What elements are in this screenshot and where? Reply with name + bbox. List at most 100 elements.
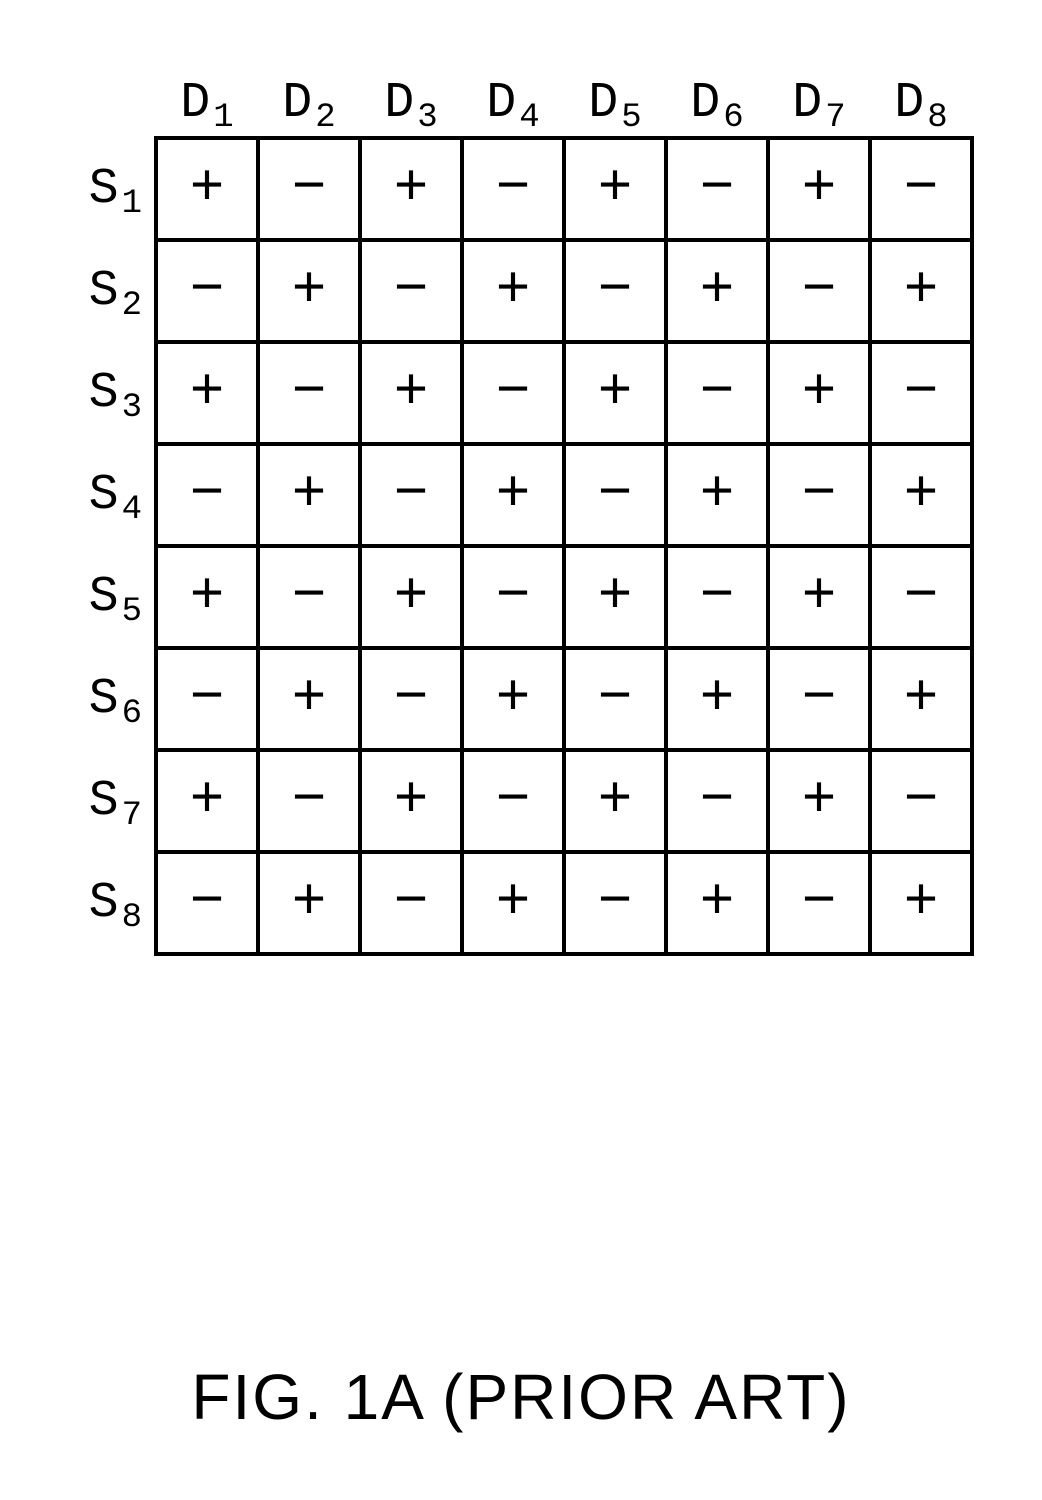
grid-cell: − xyxy=(664,748,770,854)
label-main: D xyxy=(894,75,925,132)
grid-cell: − xyxy=(358,238,464,344)
grid-cell: − xyxy=(868,340,974,446)
grid-cell: + xyxy=(256,442,362,548)
grid-cell: + xyxy=(154,340,260,446)
grid-cell: + xyxy=(154,748,260,854)
grid-corner xyxy=(60,60,156,138)
grid-cell: + xyxy=(664,238,770,344)
grid-cell: − xyxy=(256,748,362,854)
grid-cell: − xyxy=(868,544,974,650)
figure-caption: FIG. 1A (PRIOR ART) xyxy=(0,1360,1042,1434)
grid-cell: + xyxy=(460,646,566,752)
label-subscript: 7 xyxy=(122,797,142,835)
grid-cell: − xyxy=(460,136,566,242)
grid-cell: − xyxy=(766,442,872,548)
label-main: D xyxy=(282,75,313,132)
label-main: D xyxy=(588,75,619,132)
label-subscript: 7 xyxy=(825,99,845,137)
grid-cell: + xyxy=(562,544,668,650)
polarity-grid: D1D2D3D4D5D6D7D8S1+−+−+−+−S2−+−+−+−+S3+−… xyxy=(60,60,980,954)
label-main: D xyxy=(180,75,211,132)
grid-cell: + xyxy=(460,238,566,344)
page: D1D2D3D4D5D6D7D8S1+−+−+−+−S2−+−+−+−+S3+−… xyxy=(0,0,1042,1500)
label-subscript: 8 xyxy=(927,99,947,137)
grid-cell: − xyxy=(154,238,260,344)
grid-cell: + xyxy=(664,646,770,752)
grid-cell: + xyxy=(766,748,872,854)
grid-cell: + xyxy=(358,748,464,854)
grid-cell: + xyxy=(358,136,464,242)
grid-cell: + xyxy=(256,646,362,752)
grid-cell: − xyxy=(562,442,668,548)
label-main: S xyxy=(89,161,120,218)
label-subscript: 4 xyxy=(122,491,142,529)
label-main: S xyxy=(89,875,120,932)
grid-cell: + xyxy=(868,850,974,956)
label-subscript: 2 xyxy=(315,99,335,137)
grid-cell: + xyxy=(562,340,668,446)
label-main: S xyxy=(89,467,120,524)
grid-cell: + xyxy=(256,238,362,344)
grid-cell: + xyxy=(256,850,362,956)
label-main: S xyxy=(89,773,120,830)
grid-cell: + xyxy=(868,646,974,752)
column-header: D8 xyxy=(870,60,972,138)
label-main: S xyxy=(89,365,120,422)
grid-cell: + xyxy=(154,544,260,650)
column-header: D2 xyxy=(258,60,360,138)
row-header: S3 xyxy=(60,342,156,444)
label-subscript: 2 xyxy=(122,287,142,325)
grid-cell: − xyxy=(562,238,668,344)
grid-cell: − xyxy=(358,646,464,752)
grid-cell: − xyxy=(154,442,260,548)
label-subscript: 5 xyxy=(122,593,142,631)
grid-cell: + xyxy=(562,136,668,242)
grid-cell: − xyxy=(766,646,872,752)
label-subscript: 1 xyxy=(213,99,233,137)
column-header: D5 xyxy=(564,60,666,138)
column-header: D1 xyxy=(156,60,258,138)
grid-cell: + xyxy=(868,238,974,344)
label-subscript: 6 xyxy=(122,695,142,733)
row-header: S6 xyxy=(60,648,156,750)
grid-cell: + xyxy=(562,748,668,854)
grid-cell: − xyxy=(154,850,260,956)
label-subscript: 1 xyxy=(122,185,142,223)
label-subscript: 6 xyxy=(723,99,743,137)
label-main: D xyxy=(792,75,823,132)
label-main: D xyxy=(690,75,721,132)
grid-cell: − xyxy=(664,340,770,446)
grid-cell: + xyxy=(358,544,464,650)
row-header: S8 xyxy=(60,852,156,954)
row-header: S4 xyxy=(60,444,156,546)
label-main: D xyxy=(384,75,415,132)
grid-cell: − xyxy=(460,544,566,650)
grid-cell: − xyxy=(766,850,872,956)
grid-cell: + xyxy=(154,136,260,242)
row-header: S2 xyxy=(60,240,156,342)
grid-cell: − xyxy=(256,136,362,242)
grid-cell: − xyxy=(562,850,668,956)
grid-cell: + xyxy=(766,340,872,446)
grid-cell: + xyxy=(460,850,566,956)
label-subscript: 3 xyxy=(122,389,142,427)
row-header: S1 xyxy=(60,138,156,240)
column-header: D3 xyxy=(360,60,462,138)
grid-cell: + xyxy=(358,340,464,446)
label-main: S xyxy=(89,569,120,626)
column-header: D7 xyxy=(768,60,870,138)
column-header: D6 xyxy=(666,60,768,138)
grid-cell: − xyxy=(562,646,668,752)
grid-cell: − xyxy=(766,238,872,344)
grid-cell: − xyxy=(868,748,974,854)
figure-area: D1D2D3D4D5D6D7D8S1+−+−+−+−S2−+−+−+−+S3+−… xyxy=(60,60,980,954)
grid-cell: + xyxy=(766,544,872,650)
grid-cell: − xyxy=(664,544,770,650)
grid-cell: − xyxy=(358,850,464,956)
label-main: D xyxy=(486,75,517,132)
grid-cell: − xyxy=(256,340,362,446)
grid-cell: − xyxy=(460,748,566,854)
label-subscript: 3 xyxy=(417,99,437,137)
label-subscript: 5 xyxy=(621,99,641,137)
grid-cell: + xyxy=(766,136,872,242)
